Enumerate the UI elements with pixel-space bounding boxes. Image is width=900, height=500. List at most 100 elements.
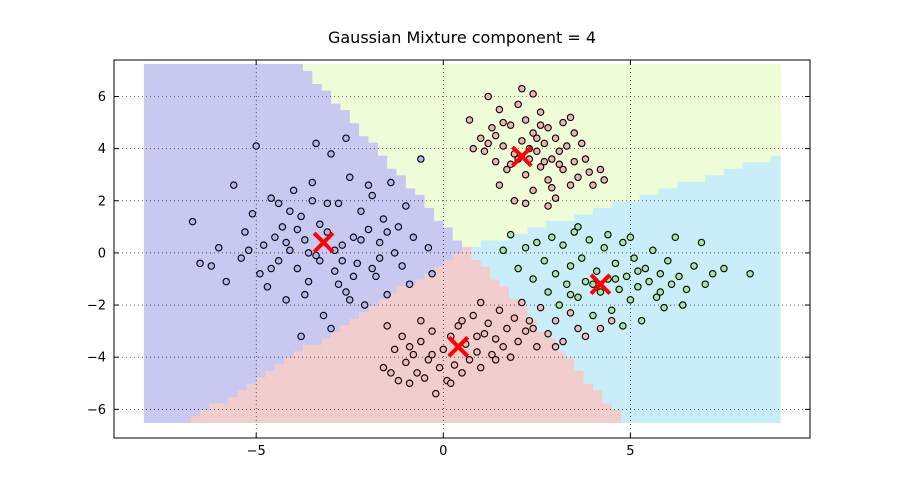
region-cell [490,370,501,378]
region-cell [649,402,660,410]
data-point [510,314,519,322]
region-cell [209,63,220,72]
region-cell [246,318,257,326]
region-cell [190,181,201,189]
region-cell [218,318,229,326]
region-cell [396,135,407,143]
region-cell [611,402,622,410]
region-cell [377,103,388,111]
region-cell [677,76,688,85]
region-cell [602,89,613,98]
region-cell [742,116,753,124]
region-cell [190,70,201,78]
data-point [263,283,272,291]
region-cell [265,83,276,91]
region-cell [162,370,173,378]
region-cell [415,415,426,423]
region-cell [752,357,762,365]
region-cell [546,89,557,98]
region-cell [274,63,285,72]
region-cell [536,331,547,339]
region-cell [433,305,444,313]
region-cell [172,298,182,306]
region-cell [153,337,164,345]
data-point [533,147,541,155]
region-cell [143,389,154,397]
region-cell [686,311,697,319]
data-point [271,233,279,242]
region-cell [508,213,519,221]
region-cell [583,142,594,150]
region-cell [714,168,725,176]
region-cell [564,298,575,306]
region-cell [733,233,744,241]
region-cell [228,194,239,202]
region-cell [536,278,547,287]
region-cell [592,363,603,371]
region-cell [733,63,744,72]
region-cell [443,318,454,326]
x-tick-label: −5 [247,444,266,459]
region-cell [621,155,631,163]
region-cell [705,155,716,163]
data-point [248,210,257,218]
region-cell [265,239,276,247]
region-cell [592,239,603,247]
region-cell [237,187,248,195]
region-cell [331,305,341,313]
region-cell [658,103,669,111]
region-cell [256,311,267,319]
region-cell [256,142,267,150]
region-cell [218,396,229,404]
region-cell [377,259,388,267]
region-cell [246,396,257,404]
region-cell [218,161,229,169]
region-cell [452,396,463,404]
region-cell [181,285,192,293]
region-cell [331,239,341,247]
data-point [289,186,298,195]
region-cell [518,376,529,384]
region-cell [752,363,762,371]
region-cell [490,187,501,195]
region-cell [396,318,407,326]
region-cell [228,350,239,358]
region-cell [649,174,660,182]
data-point [465,356,474,364]
region-cell [742,344,753,352]
region-cell [527,298,538,306]
region-cell [742,409,753,417]
region-cell [592,148,603,156]
data-point [529,275,537,283]
data-point [424,243,433,252]
region-cell [621,226,631,234]
region-cell [518,181,529,189]
region-cell [462,409,472,417]
region-cell [312,318,323,326]
region-cell [200,76,211,85]
region-cell [331,63,341,72]
region-cell [462,252,472,261]
region-cell [480,122,491,130]
region-cell [321,220,332,228]
region-cell [471,305,482,313]
region-cell [172,194,182,202]
region-cell [284,96,295,104]
region-cell [405,70,416,78]
region-cell [770,76,781,85]
data-point [387,369,395,377]
region-cell [677,129,688,137]
region-cell [143,272,154,280]
region-cell [742,148,753,156]
region-cell [536,350,547,358]
region-cell [284,402,295,410]
region-cell [452,161,463,169]
region-cell [321,305,332,313]
region-cell [218,285,229,293]
region-cell [293,83,304,91]
region-cell [312,122,323,130]
region-cell [331,122,341,130]
region-cell [555,370,566,378]
region-cell [172,311,182,319]
region-cell [471,187,482,195]
